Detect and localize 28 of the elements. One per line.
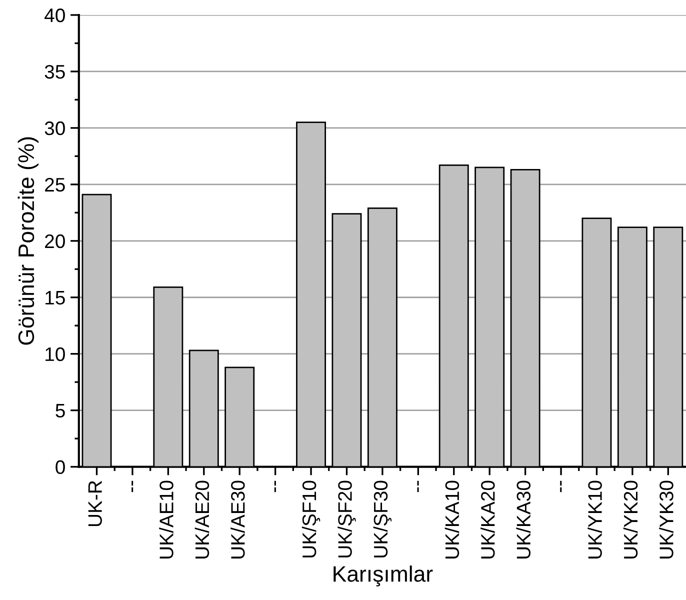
x-tick-label: UK/ŞF30 <box>373 480 392 558</box>
x-tick-label: -- <box>417 480 419 492</box>
y-tick-label: 15 <box>46 291 65 305</box>
y-tick-label: 25 <box>45 178 65 192</box>
x-tick-label: UK/KA20 <box>480 480 495 558</box>
x-tick-label: UK/KA30 <box>516 480 531 558</box>
x-tick-label: UK/YK10 <box>588 480 602 558</box>
x-tick-label: UK/YK30 <box>659 480 674 558</box>
y-tick-label: 35 <box>44 64 65 79</box>
x-tick-label: UK/AE20 <box>194 480 210 558</box>
x-tick-label: -- <box>560 480 562 492</box>
y-tick-label: 30 <box>44 121 65 136</box>
y-tick-label: 40 <box>44 8 65 22</box>
y-tick-label: 10 <box>46 347 65 362</box>
x-tick-label: -- <box>274 480 276 492</box>
x-tick-label: UK-R <box>88 480 102 526</box>
x-tick-label: UK/AE30 <box>230 480 245 558</box>
x-tick-label: UK/ŞF10 <box>302 480 320 558</box>
x-tick-label: -- <box>132 480 134 492</box>
y-axis-title: Görünür Porozite (%) <box>18 137 39 345</box>
x-tick-label: UK/AE10 <box>159 480 174 558</box>
y-tick-label: 20 <box>45 234 65 248</box>
x-tick-label: UK/KA10 <box>444 480 460 558</box>
x-tick-label: UK/ŞF20 <box>338 480 356 558</box>
x-axis-title: Karışımlar <box>334 566 433 586</box>
x-tick-label: UK/YK20 <box>623 480 638 558</box>
y-tick-label: 5 <box>56 404 65 418</box>
y-tick-label: 0 <box>56 460 65 474</box>
